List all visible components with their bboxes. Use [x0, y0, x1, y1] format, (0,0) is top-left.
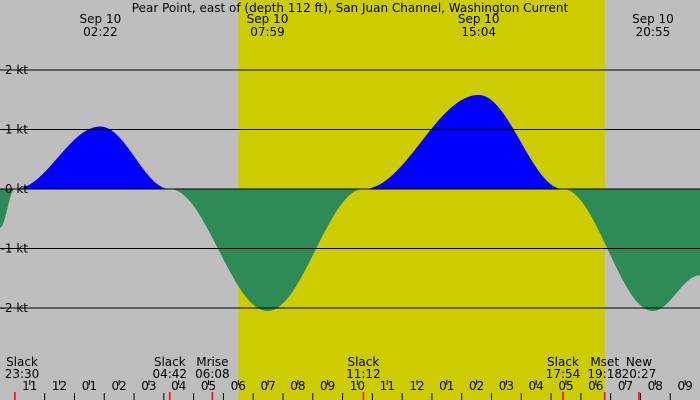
event-time-label: 20:27 — [622, 367, 657, 381]
top-time-label: 07:59 — [250, 25, 285, 39]
x-tick-label: 09 — [677, 379, 692, 393]
x-tick-label: 08 — [648, 379, 663, 393]
x-tick-label: 12 — [52, 379, 67, 393]
event-name-label: Slack — [6, 355, 38, 369]
x-axis: 11 12 01 02 03 04 05 06 07 08 09 10 11 12 01 02 03 04 05 06… — [14, 379, 693, 400]
event-name-label: Slack — [347, 355, 379, 369]
ebb-current-area — [0, 189, 700, 311]
y-tick-label: -2 kt — [1, 301, 29, 315]
x-tick-label: 04 — [529, 379, 544, 393]
x-tick-label: 07 — [618, 379, 633, 393]
x-tick-label: 12 — [409, 379, 424, 393]
y-tick-label: 1 kt — [5, 123, 28, 137]
event-time-label: 06:08 — [195, 367, 230, 381]
x-tick-label: 01 — [439, 379, 454, 393]
event-time-label: 11:12 — [346, 367, 381, 381]
x-tick-label: 11 — [380, 379, 395, 393]
x-tick-label: 10 — [350, 379, 365, 393]
x-tick-label: 03 — [141, 379, 156, 393]
x-tick-label: 09 — [320, 379, 335, 393]
x-tick-label: 06 — [231, 379, 246, 393]
flood-current-area — [0, 94, 700, 189]
y-gridlines — [0, 69, 700, 309]
x-tick-label: 03 — [499, 379, 514, 393]
event-time-label: 19:18 — [587, 367, 622, 381]
event-time-label: 17:54 — [546, 367, 581, 381]
x-tick-label: 08 — [290, 379, 305, 393]
y-tick-label: -1 kt — [1, 242, 29, 256]
x-tick-label: 02 — [112, 379, 127, 393]
y-axis-labels: 2 kt 1 kt 0 kt -1 kt -2 kt — [1, 63, 29, 315]
y-tick-label: 2 kt — [5, 63, 28, 77]
top-date-label: Sep 10 — [458, 12, 500, 26]
bottom-event-labels: Slack23:30Slack04:42Mrise06:08Slack11:12… — [5, 355, 657, 381]
top-time-label: 02:22 — [83, 25, 118, 39]
chart-title: Pear Point, east of (depth 112 ft), San … — [132, 1, 569, 15]
event-time-label: 04:42 — [152, 367, 187, 381]
x-tick-label: 06 — [588, 379, 603, 393]
x-tick-label: 11 — [22, 379, 37, 393]
x-tick-label: 04 — [171, 379, 186, 393]
x-tick-label: 07 — [260, 379, 275, 393]
top-date-label: Sep 10 — [247, 12, 289, 26]
event-name-label: Mrise — [196, 355, 228, 369]
y-tick-label: 0 kt — [5, 182, 28, 196]
x-tick-label: 05 — [558, 379, 573, 393]
top-date-label: Sep 10 — [80, 12, 122, 26]
event-name-label: Mset — [590, 355, 619, 369]
x-tick-label: 05 — [201, 379, 216, 393]
top-time-label: 15:04 — [461, 25, 496, 39]
x-tick-label: 02 — [469, 379, 484, 393]
x-tick-label: 01 — [82, 379, 97, 393]
top-time-label: 20:55 — [636, 25, 671, 39]
event-time-label: 23:30 — [5, 367, 40, 381]
event-name-label: Slack — [547, 355, 579, 369]
event-name-label: New — [626, 355, 652, 369]
event-name-label: Slack — [154, 355, 186, 369]
top-date-label: Sep 10 — [632, 12, 674, 26]
